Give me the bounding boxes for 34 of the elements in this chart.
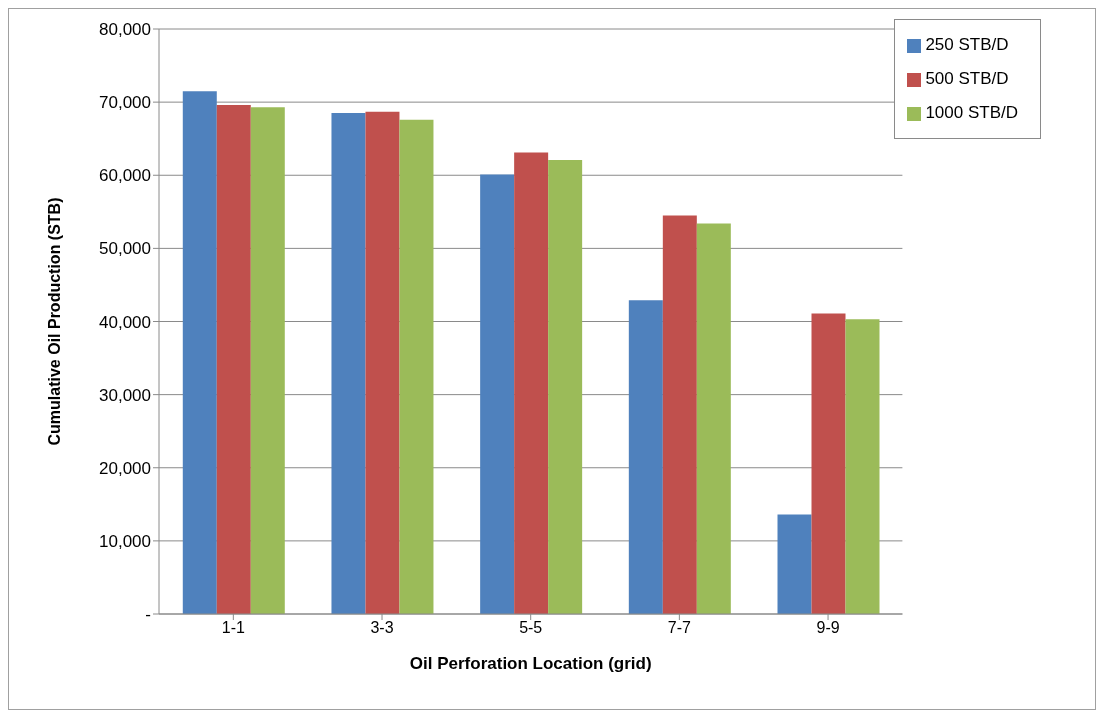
y-tick-label: 10,000 <box>99 531 151 551</box>
y-tick-label: 60,000 <box>99 166 151 186</box>
y-tick-label: - <box>145 605 151 625</box>
y-tick-label: 30,000 <box>99 385 151 405</box>
legend-label: 250 STB/D <box>925 35 1009 54</box>
bar <box>250 107 285 614</box>
x-tick-label: 5-5 <box>519 619 543 637</box>
y-tick-label: 20,000 <box>99 458 151 478</box>
bar <box>845 319 880 614</box>
bar <box>399 119 434 614</box>
y-tick-label: 70,000 <box>99 93 151 113</box>
bar <box>365 111 400 614</box>
x-tick-label: 7-7 <box>667 619 692 637</box>
bar <box>480 174 515 614</box>
bar <box>182 91 217 614</box>
y-tick-label: 50,000 <box>99 239 151 259</box>
y-tick-label: 40,000 <box>99 312 151 332</box>
x-tick-label: 3-3 <box>370 619 394 637</box>
y-tick-label: 80,000 <box>99 20 151 40</box>
bar <box>696 223 731 614</box>
bar <box>662 215 697 614</box>
x-axis-title: Oil Perforation Location (grid) <box>409 654 652 673</box>
bar <box>777 514 812 614</box>
bar <box>628 300 663 614</box>
bar <box>514 152 549 614</box>
y-axis-title: Cumulative Oil Production (STB) <box>45 197 63 446</box>
legend-label: 1000 STB/D <box>925 103 1018 122</box>
legend-label: 500 STB/D <box>925 69 1009 88</box>
x-tick-label: 9-9 <box>816 619 840 637</box>
bar <box>216 105 251 614</box>
x-tick-label: 1-1 <box>221 619 245 637</box>
bar <box>331 113 366 614</box>
bar <box>811 313 846 614</box>
bar <box>548 159 583 614</box>
